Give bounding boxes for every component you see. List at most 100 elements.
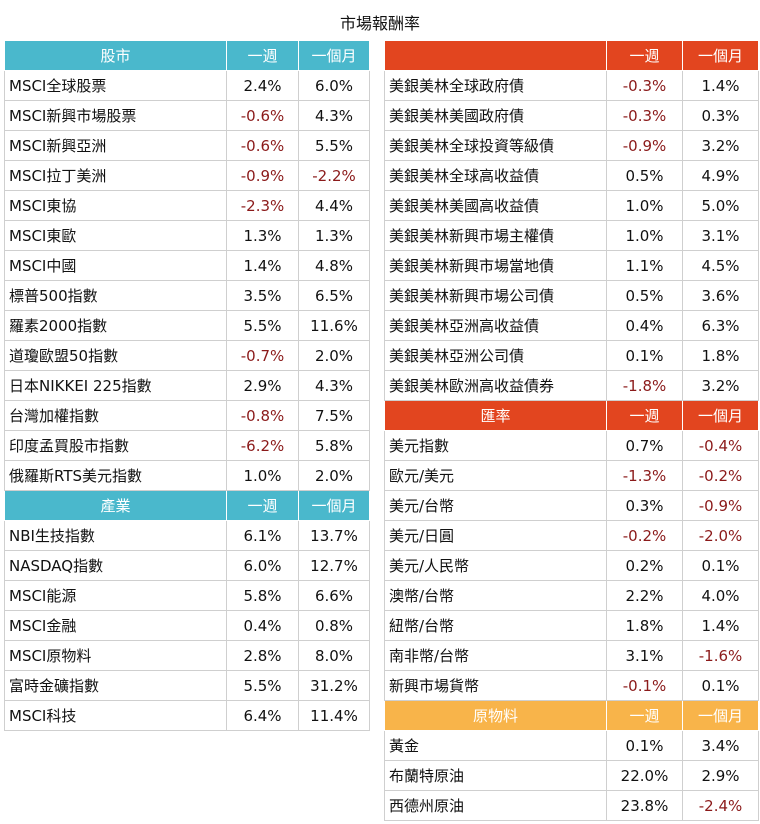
week-return: 0.2%: [606, 550, 683, 581]
table-row: 美銀美林全球高收益債 0.5% 4.9%: [384, 160, 759, 191]
row-name: 黃金: [384, 730, 607, 761]
month-return: 8.0%: [298, 640, 370, 671]
table-row: 美銀美林全球政府債 -0.3% 1.4%: [384, 70, 759, 101]
stocks-header-row: 股市 一週 一個月: [4, 40, 370, 71]
week-return: 1.0%: [606, 220, 683, 251]
table-row: 道瓊歐盟50指數 -0.7% 2.0%: [4, 340, 370, 371]
table-row: MSCI東協 -2.3% 4.4%: [4, 190, 370, 221]
week-return: -0.7%: [226, 340, 299, 371]
week-return: 0.4%: [606, 310, 683, 341]
commodities-section: 原物料 一週 一個月 黃金 0.1% 3.4% 布蘭特原油 22.0% 2.9% 西德州原油 23.…: [384, 700, 759, 821]
month-return: 3.2%: [682, 370, 759, 401]
stocks-header-month: 一個月: [298, 40, 370, 71]
row-name: 富時金礦指數: [4, 670, 227, 701]
row-name: MSCI能源: [4, 580, 227, 611]
row-name: MSCI全球股票: [4, 70, 227, 101]
left-returns-table: 股市 一週 一個月 MSCI全球股票 2.4% 6.0% MSCI新興市場股票 -0.6% 4.…: [4, 40, 370, 731]
month-return: 2.0%: [298, 460, 370, 491]
row-name: MSCI東協: [4, 190, 227, 221]
row-name: 美銀美林新興市場主權債: [384, 220, 607, 251]
commodities-header-name: 原物料: [384, 700, 607, 731]
table-row: 澳幣/台幣 2.2% 4.0%: [384, 580, 759, 611]
month-return: 1.8%: [682, 340, 759, 371]
month-return: 3.6%: [682, 280, 759, 311]
table-row: 新興市場貨幣 -0.1% 0.1%: [384, 670, 759, 701]
row-name: 標普500指數: [4, 280, 227, 311]
month-return: 11.4%: [298, 700, 370, 731]
row-name: 南非幣/台幣: [384, 640, 607, 671]
row-name: 美元/日圓: [384, 520, 607, 551]
row-name: 布蘭特原油: [384, 760, 607, 791]
week-return: -1.3%: [606, 460, 683, 491]
table-row: MSCI全球股票 2.4% 6.0%: [4, 70, 370, 101]
row-name: NBI生技指數: [4, 520, 227, 551]
row-name: MSCI原物料: [4, 640, 227, 671]
row-name: 美銀美林新興市場當地債: [384, 250, 607, 281]
row-name: 美銀美林全球政府債: [384, 70, 607, 101]
row-name: 美銀美林亞洲公司債: [384, 340, 607, 371]
row-name: 羅素2000指數: [4, 310, 227, 341]
week-return: -0.8%: [226, 400, 299, 431]
week-return: 5.5%: [226, 310, 299, 341]
row-name: 美元/人民幣: [384, 550, 607, 581]
week-return: -1.8%: [606, 370, 683, 401]
commodities-header-week: 一週: [606, 700, 683, 731]
row-name: 美元/台幣: [384, 490, 607, 521]
table-row: 美銀美林全球投資等級債 -0.9% 3.2%: [384, 130, 759, 161]
table-row: 紐幣/台幣 1.8% 1.4%: [384, 610, 759, 641]
table-row: 美元/台幣 0.3% -0.9%: [384, 490, 759, 521]
table-row: 標普500指數 3.5% 6.5%: [4, 280, 370, 311]
month-return: -0.9%: [682, 490, 759, 521]
week-return: -0.3%: [606, 70, 683, 101]
table-row: 西德州原油 23.8% -2.4%: [384, 790, 759, 821]
month-return: 0.1%: [682, 550, 759, 581]
row-name: 印度孟買股市指數: [4, 430, 227, 461]
table-row: 美銀美林新興市場公司債 0.5% 3.6%: [384, 280, 759, 311]
fx-header-name: 匯率: [384, 400, 607, 431]
row-name: MSCI中國: [4, 250, 227, 281]
week-return: 1.1%: [606, 250, 683, 281]
bonds-header-week: 一週: [606, 40, 683, 71]
month-return: 4.9%: [682, 160, 759, 191]
week-return: 0.4%: [226, 610, 299, 641]
table-row: 俄羅斯RTS美元指數 1.0% 2.0%: [4, 460, 370, 491]
table-row: MSCI新興亞洲 -0.6% 5.5%: [4, 130, 370, 161]
month-return: 7.5%: [298, 400, 370, 431]
week-return: 22.0%: [606, 760, 683, 791]
week-return: 0.7%: [606, 430, 683, 461]
month-return: 5.0%: [682, 190, 759, 221]
bonds-section: 一週 一個月 美銀美林全球政府債 -0.3% 1.4% 美銀美林美國政府債 -0.3% 0.3…: [384, 40, 759, 401]
week-return: 2.8%: [226, 640, 299, 671]
fx-section: 匯率 一週 一個月 美元指數 0.7% -0.4% 歐元/美元 -1.3% -0.2% 美元/台幣…: [384, 400, 759, 701]
row-name: 美元指數: [384, 430, 607, 461]
row-name: 新興市場貨幣: [384, 670, 607, 701]
row-name: 美銀美林新興市場公司債: [384, 280, 607, 311]
stocks-header-name: 股市: [4, 40, 227, 71]
month-return: 0.8%: [298, 610, 370, 641]
month-return: 5.5%: [298, 130, 370, 161]
week-return: 3.5%: [226, 280, 299, 311]
row-name: 西德州原油: [384, 790, 607, 821]
table-row: 美元/日圓 -0.2% -2.0%: [384, 520, 759, 551]
month-return: 0.1%: [682, 670, 759, 701]
month-return: -2.4%: [682, 790, 759, 821]
table-row: 美銀美林歐洲高收益債券 -1.8% 3.2%: [384, 370, 759, 401]
month-return: 31.2%: [298, 670, 370, 701]
month-return: 5.8%: [298, 430, 370, 461]
month-return: 12.7%: [298, 550, 370, 581]
week-return: 1.3%: [226, 220, 299, 251]
row-name: 美銀美林全球投資等級債: [384, 130, 607, 161]
page-title: 市場報酬率: [339, 14, 420, 33]
week-return: 0.1%: [606, 730, 683, 761]
table-row: MSCI拉丁美洲 -0.9% -2.2%: [4, 160, 370, 191]
table-row: MSCI能源 5.8% 6.6%: [4, 580, 370, 611]
table-row: 富時金礦指數 5.5% 31.2%: [4, 670, 370, 701]
table-row: MSCI中國 1.4% 4.8%: [4, 250, 370, 281]
table-row: 美銀美林美國政府債 -0.3% 0.3%: [384, 100, 759, 131]
month-return: 3.2%: [682, 130, 759, 161]
commodities-header-month: 一個月: [682, 700, 759, 731]
month-return: 1.4%: [682, 610, 759, 641]
month-return: 3.1%: [682, 220, 759, 251]
stocks-header-week: 一週: [226, 40, 299, 71]
month-return: 0.3%: [682, 100, 759, 131]
